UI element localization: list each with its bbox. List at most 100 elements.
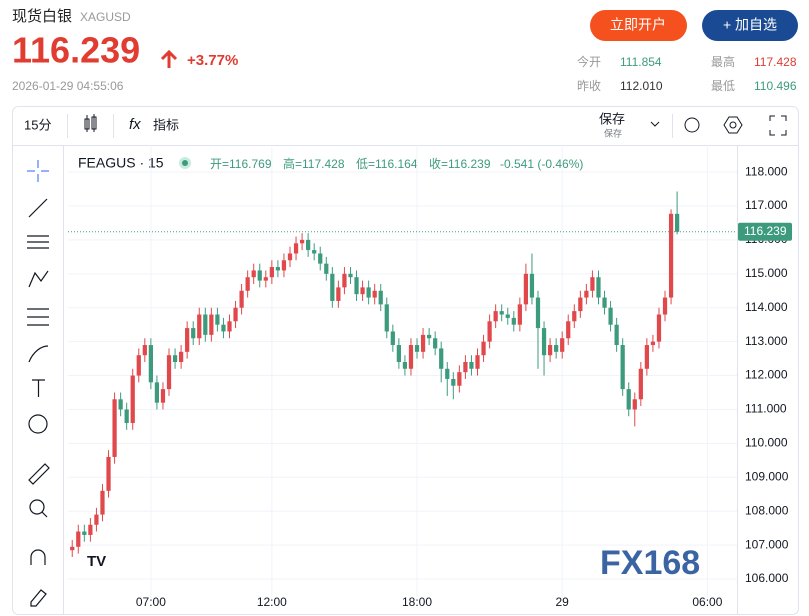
lock-tool[interactable]	[30, 589, 47, 607]
text-tool[interactable]	[32, 379, 45, 397]
projection-tool[interactable]	[27, 308, 49, 326]
legend-change: -0.541 (-0.46%)	[500, 157, 583, 171]
status-dot	[182, 160, 188, 166]
stat-label: 昨收	[577, 79, 601, 93]
candle-icon[interactable]	[84, 114, 97, 132]
fib-tool[interactable]	[27, 235, 49, 249]
y-tick-label: 108.000	[745, 503, 789, 517]
candle-body	[505, 314, 510, 318]
candle-body	[88, 524, 93, 535]
crosshair-tool[interactable]	[27, 160, 49, 182]
candle-body	[426, 334, 432, 339]
candle-body	[330, 273, 335, 301]
save[interactable]: 保存	[599, 111, 625, 126]
interval[interactable]: 15分	[24, 117, 51, 132]
candle-body	[523, 273, 529, 305]
candle-body	[312, 250, 317, 254]
candle-body	[626, 389, 631, 410]
settings-icon	[729, 121, 737, 129]
candle-body	[614, 324, 619, 346]
candle-body	[82, 531, 87, 535]
datetime: 2026-01-29 04:55:06	[12, 79, 124, 93]
candle-body	[215, 314, 220, 325]
watermark: FX168	[600, 544, 700, 582]
stat-value: 111.854	[620, 55, 662, 69]
indicators[interactable]: 指标	[153, 117, 179, 132]
candle-body	[227, 321, 232, 332]
y-tick-label: 109.000	[745, 469, 789, 483]
candle-body	[414, 345, 420, 352]
y-tick-label: 107.000	[745, 537, 789, 551]
x-tick-label: 12:00	[257, 595, 287, 609]
legend-high: 高=117.428	[283, 156, 345, 171]
x-tick-label: 29	[556, 595, 570, 609]
legend-close: 收=116.239	[429, 157, 491, 171]
candle-body	[390, 331, 395, 346]
candle-body	[650, 341, 656, 346]
fx-icon[interactable]: fx	[129, 116, 141, 133]
candle-body	[517, 304, 522, 325]
candle-body	[644, 345, 649, 369]
candle-body	[287, 253, 293, 261]
candle-body	[511, 317, 516, 325]
candle-body	[463, 361, 468, 373]
candle-body	[269, 267, 274, 278]
stat-label: 最低	[711, 79, 735, 93]
magnet-tool[interactable]	[30, 549, 46, 565]
candle-body	[354, 277, 359, 295]
candle-body	[160, 389, 166, 403]
up-arrow	[160, 49, 178, 68]
candle-body	[112, 399, 117, 457]
stat-label: 最高	[711, 54, 735, 69]
zoom-tool[interactable]	[29, 499, 45, 515]
tv-logo	[84, 548, 112, 574]
change: +3.77%	[187, 52, 238, 69]
button-label[interactable]: + 加自选	[723, 17, 777, 33]
candle-body	[257, 270, 262, 281]
candle-body	[148, 345, 153, 383]
candle-body	[136, 355, 141, 376]
y-tick-label: 110.000	[745, 436, 788, 450]
watchlist-button[interactable]	[702, 10, 798, 41]
last-price-tag	[738, 222, 792, 241]
candle-body	[662, 297, 668, 315]
candle-body	[608, 307, 613, 325]
y-tick-label: 118.000	[745, 164, 788, 178]
candle-body	[602, 297, 607, 308]
candle-body	[372, 290, 377, 298]
title: 现货白银	[12, 8, 72, 25]
candle-body	[221, 324, 226, 332]
dropdown[interactable]	[650, 121, 660, 127]
alert-icon[interactable]	[684, 117, 700, 133]
trendline-tool[interactable]	[28, 198, 48, 218]
candle-body	[178, 351, 184, 362]
ruler-tool[interactable]	[28, 463, 50, 485]
y-tick-label: 113.000	[745, 334, 788, 348]
candle-body	[554, 345, 559, 352]
candle-body	[547, 345, 553, 356]
y-tick-label: 117.000	[745, 198, 788, 212]
brush-tool[interactable]	[28, 345, 49, 363]
candle-body	[118, 399, 123, 410]
x-tick-label: 06:00	[692, 595, 722, 609]
settings-icon[interactable]	[723, 116, 743, 134]
candle-body	[185, 328, 190, 352]
candle-body	[620, 345, 625, 390]
symbol: XAGUSD	[80, 10, 131, 24]
candle-body	[469, 361, 474, 369]
candle-body	[70, 546, 75, 551]
button-label[interactable]: 立即开户	[610, 17, 666, 33]
pattern-tool[interactable]	[28, 270, 49, 288]
candle-body	[106, 456, 111, 491]
candle-body	[263, 277, 268, 281]
candle-body	[451, 378, 456, 386]
x-tick-label: 18:00	[402, 595, 432, 609]
emoji-tool[interactable]	[28, 414, 48, 434]
fullscreen-icon[interactable]	[769, 115, 787, 136]
candle-body	[433, 338, 438, 349]
candle-body	[481, 341, 486, 356]
candle-body	[251, 270, 256, 278]
candle-body	[541, 328, 547, 356]
open-account-button[interactable]	[590, 10, 687, 41]
chart-panel	[12, 106, 799, 615]
